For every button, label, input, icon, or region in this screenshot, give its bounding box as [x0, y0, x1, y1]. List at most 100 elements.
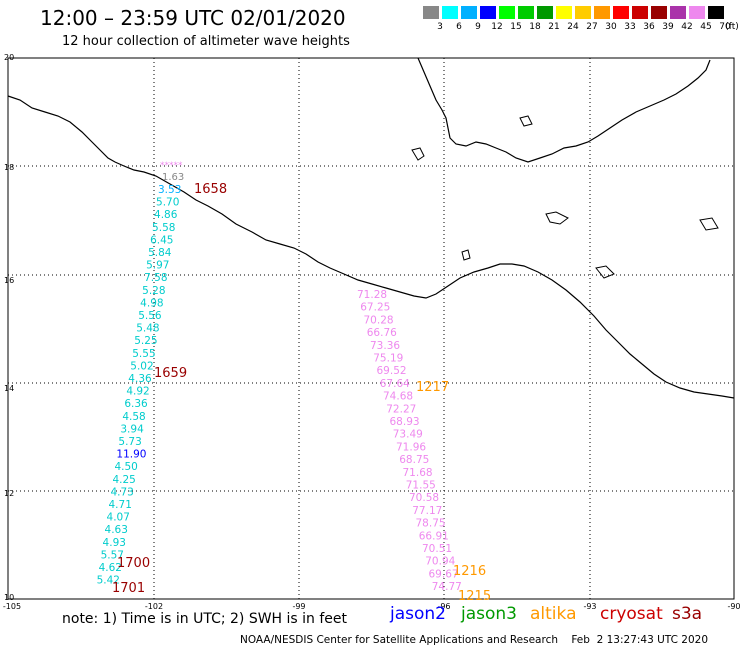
pass-time-label: 1215 — [458, 589, 491, 604]
track-value: 68.75 — [399, 454, 429, 466]
island-1 — [411, 147, 425, 161]
track-value: 66.76 — [367, 327, 397, 339]
coastline-pacific — [7, 95, 735, 399]
lon-label: -93 — [583, 602, 596, 611]
track-value: 5.73 — [118, 436, 141, 448]
lat-label: 18 — [4, 163, 14, 172]
track-value: 4.86 — [154, 209, 178, 221]
track-value: 73.49 — [393, 429, 423, 441]
track-value: 78.75 — [416, 518, 446, 530]
lat-label: 10 — [4, 593, 14, 602]
footer-note: note: 1) Time is in UTC; 2) SWH is in fe… — [62, 611, 348, 627]
color-swatch — [499, 6, 515, 19]
pass-time-labels: 1658 1659 1700 1701 1217 1216 1215 — [112, 182, 491, 604]
color-swatch — [613, 6, 629, 19]
lon-label: -90 — [727, 602, 740, 611]
track-value: 74.68 — [383, 391, 413, 403]
color-scale-label: 27 — [586, 22, 598, 32]
legend-altika: altika — [530, 604, 577, 624]
track-value: 5.57 — [101, 549, 124, 561]
lon-label: -105 — [3, 602, 21, 611]
track-value: 70.94 — [425, 556, 455, 568]
track-value: 5.28 — [142, 285, 165, 297]
track-value: 7.58 — [144, 272, 167, 284]
color-swatch — [689, 6, 705, 19]
color-scale-label: 21 — [548, 22, 560, 32]
color-swatch — [670, 6, 686, 19]
track-value: 70.28 — [364, 314, 394, 326]
track-value: 70.58 — [409, 492, 439, 504]
track-value: 4.73 — [110, 486, 133, 498]
color-scale-label: 18 — [529, 22, 541, 32]
axis-labels: 20 18 16 14 12 10-105 -102 -99 -96 -93 -90 — [3, 53, 740, 611]
island-3 — [595, 265, 615, 279]
map-frame — [7, 57, 735, 600]
legend-jason2: jason2 — [390, 604, 446, 624]
track-value: 71.55 — [406, 480, 436, 492]
footer-credit: NOAA/NESDIS Center for Satellite Applica… — [240, 634, 708, 646]
color-scale-label: 33 — [624, 22, 636, 32]
color-swatch — [556, 6, 572, 19]
track-value: 11.90 — [116, 449, 146, 461]
track-value: 4.25 — [112, 474, 135, 486]
color-scale-label: 12 — [491, 22, 503, 32]
track-value: 3.53 — [158, 184, 181, 196]
track-value: 74.77 — [432, 581, 462, 593]
legend-cryosat: cryosat — [600, 604, 663, 624]
island-4 — [461, 249, 471, 261]
track-value: 71.68 — [403, 467, 433, 479]
track-value: 4.92 — [126, 386, 149, 398]
track-value: 3.94 — [120, 423, 144, 435]
color-scale-label: 39 — [662, 22, 674, 32]
track-value: 4.71 — [109, 499, 132, 511]
color-swatch — [442, 6, 458, 19]
track-value: 5.25 — [134, 335, 157, 347]
color-swatch — [518, 6, 534, 19]
track-value: 71.28 — [357, 289, 387, 301]
lat-lon-grid — [8, 58, 734, 599]
track-value: 66.91 — [419, 530, 449, 542]
color-scale-label: 36 — [643, 22, 655, 32]
track-value: 69.67 — [429, 568, 459, 580]
track-value: 4.07 — [107, 512, 130, 524]
color-swatch — [651, 6, 667, 19]
island-6 — [519, 115, 533, 127]
track-value: 4.98 — [140, 297, 163, 309]
color-scale-label: 3 — [437, 22, 443, 32]
color-swatch — [594, 6, 610, 19]
track-value: 77.17 — [412, 505, 442, 517]
track-value: 72.27 — [386, 403, 416, 415]
track-value: 73.36 — [370, 340, 400, 352]
color-scale-label: 9 — [475, 22, 481, 32]
coastline-gulf — [417, 57, 711, 163]
track-value: 71.96 — [396, 441, 426, 453]
track-value: 5.48 — [136, 323, 159, 335]
track-value: 5.42 — [97, 575, 120, 587]
track-value: 4.36 — [128, 373, 152, 385]
color-scale-label: 6 — [456, 22, 462, 32]
track-value: 6.45 — [150, 234, 173, 246]
legend-jason3: jason3 — [461, 604, 517, 624]
track-jason2-west: *****1.633.535.704.865.586.455.845.977.5… — [97, 161, 185, 587]
pass-time-label: 1216 — [453, 564, 486, 579]
color-scale-label: 45 — [700, 22, 712, 32]
color-swatch — [480, 6, 496, 19]
track-value: 4.62 — [99, 562, 122, 574]
track-value: 4.63 — [105, 524, 128, 536]
track-value: 68.93 — [390, 416, 420, 428]
lat-label: 12 — [4, 489, 14, 498]
lat-label: 16 — [4, 276, 14, 285]
track-value: 70.51 — [422, 543, 452, 555]
track-value: 67.64 — [380, 378, 410, 390]
color-scale-label: 24 — [567, 22, 579, 32]
track-value: 5.97 — [146, 260, 169, 272]
track-value: 5.02 — [130, 360, 153, 372]
pass-time-label: 1658 — [194, 182, 227, 197]
color-swatch — [632, 6, 648, 19]
track-altika-east: 71.2867.2570.2866.7673.3675.1969.5267.64… — [357, 289, 462, 593]
track-value: 4.50 — [114, 461, 137, 473]
lat-label: 14 — [4, 384, 14, 393]
track-value: 4.58 — [122, 411, 145, 423]
pass-time-label: 1217 — [416, 380, 449, 395]
